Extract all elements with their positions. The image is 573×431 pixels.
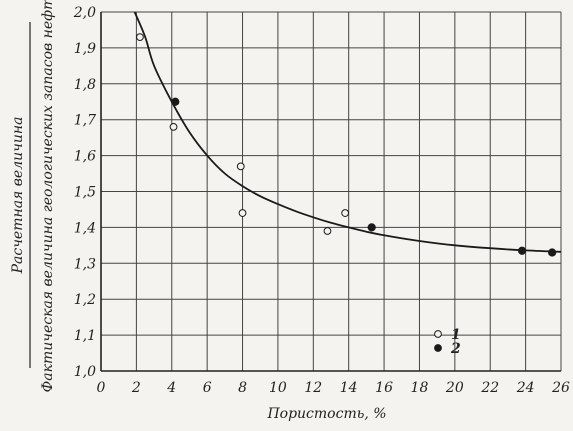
y-tick-label: 1,3 — [74, 256, 96, 272]
fit-curve-layer — [133, 11, 562, 253]
data-point-series-2 — [548, 248, 557, 257]
legend-marker-filled-circle — [434, 344, 442, 352]
legend: 12 — [434, 327, 461, 357]
data-point-series-1 — [236, 162, 245, 171]
x-tick-label: 10 — [269, 380, 287, 396]
data-point-series-1 — [323, 227, 332, 235]
x-tick-label: 16 — [375, 380, 393, 396]
y-tick-labels: 1,0 1,1 1,2 1,3 1,4 1,5 1,6 1,7 1,8 1,9 2,0 — [73, 5, 96, 380]
data-point-series-1 — [136, 33, 144, 42]
x-tick-label: 4 — [166, 380, 176, 396]
legend-marker-open-circle — [434, 330, 442, 338]
y-tick-label: 1,5 — [74, 185, 96, 201]
legend-label: 2 — [450, 341, 461, 357]
y-tick-label: 1,7 — [74, 113, 96, 129]
data-point-series-1 — [238, 209, 247, 217]
x-tick-label: 6 — [203, 380, 212, 396]
axes — [100, 12, 561, 372]
x-tick-label: 8 — [238, 380, 247, 396]
y-tick-label: 1,2 — [74, 292, 96, 308]
x-tick-label: 2 — [131, 380, 141, 396]
legend-label: 1 — [451, 327, 461, 343]
x-tick-label: 20 — [445, 380, 464, 396]
x-tick-label: 0 — [97, 380, 106, 396]
data-point-series-2 — [517, 246, 527, 255]
x-tick-label: 18 — [411, 380, 429, 396]
y-axis-title: Расчетная величина Фактическая величина … — [10, 0, 56, 392]
data-point-series-1 — [169, 122, 178, 131]
x-tick-label: 24 — [516, 380, 535, 396]
y-tick-label: 1,4 — [74, 220, 96, 236]
x-tick-label: 14 — [340, 380, 358, 396]
y-tick-label: 2,0 — [73, 5, 96, 21]
fit-curve — [133, 11, 562, 253]
x-tick-label: 12 — [304, 380, 322, 396]
y-tick-label: 1,0 — [74, 364, 96, 380]
y-axis-title-denominator: Фактическая величина геологических запас… — [40, 0, 56, 392]
x-axis-title: Пористость, % — [266, 406, 386, 422]
x-tick-labels: 0 2 4 6 8 10 12 14 16 18 20 22 24 26 — [97, 380, 570, 396]
data-point-series-2 — [367, 223, 376, 232]
y-axis-title-numerator: Расчетная величина — [10, 117, 26, 275]
x-tick-label: 22 — [480, 380, 499, 396]
grid — [101, 11, 562, 371]
data-points-layer — [136, 33, 557, 257]
y-tick-label: 1,9 — [74, 41, 96, 57]
y-tick-label: 1,6 — [74, 149, 96, 165]
data-point-series-1 — [341, 209, 350, 217]
y-tick-label: 1,1 — [74, 328, 96, 344]
y-tick-label: 1,8 — [74, 77, 96, 93]
x-tick-label: 26 — [551, 380, 570, 396]
data-point-series-2 — [171, 97, 180, 106]
